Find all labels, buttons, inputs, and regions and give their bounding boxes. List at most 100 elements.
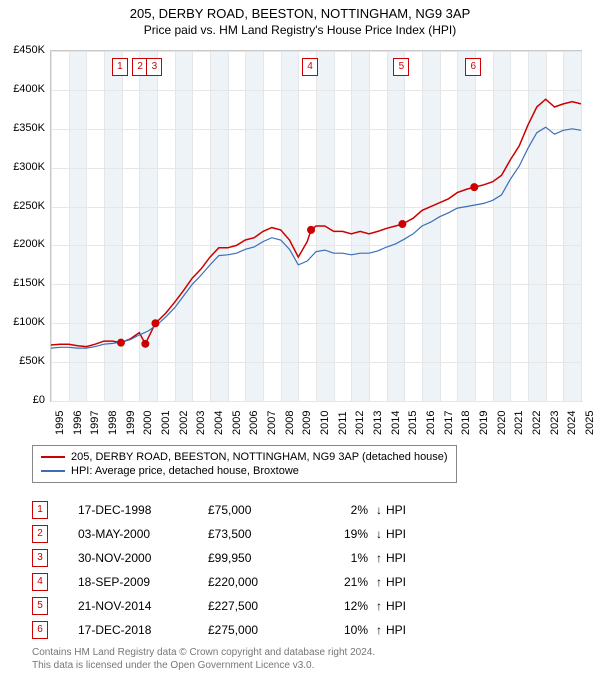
sales-arrow-icon: ↓	[372, 527, 386, 541]
y-axis-label: £0	[5, 394, 45, 406]
legend-swatch	[41, 470, 65, 472]
x-axis-label: 2020	[496, 411, 508, 435]
y-axis-label: £350K	[5, 122, 45, 134]
y-axis-label: £50K	[5, 355, 45, 367]
y-axis-label: £200K	[5, 238, 45, 250]
x-axis-label: 2009	[301, 411, 313, 435]
x-axis-label: 2005	[231, 411, 243, 435]
x-axis-label: 2003	[195, 411, 207, 435]
sales-date: 17-DEC-2018	[78, 623, 208, 637]
sales-price: £275,000	[208, 623, 308, 637]
legend-row: HPI: Average price, detached house, Brox…	[41, 464, 448, 478]
series-line	[51, 99, 581, 346]
x-axis-label: 2019	[478, 411, 490, 435]
page-title: 205, DERBY ROAD, BEESTON, NOTTINGHAM, NG…	[0, 0, 600, 21]
sales-date: 30-NOV-2000	[78, 551, 208, 565]
sales-row: 3 30-NOV-2000£99,9501%↑HPI	[32, 546, 416, 570]
sales-marker: 5	[32, 597, 48, 615]
page-subtitle: Price paid vs. HM Land Registry's House …	[0, 21, 600, 41]
sales-arrow-icon: ↓	[372, 503, 386, 517]
legend-row: 205, DERBY ROAD, BEESTON, NOTTINGHAM, NG…	[41, 450, 448, 464]
x-axis-label: 2007	[266, 411, 278, 435]
y-axis-label: £250K	[5, 200, 45, 212]
grid-line-vertical	[581, 51, 582, 401]
x-axis-label: 2006	[248, 411, 260, 435]
sales-vs-hpi: HPI	[386, 527, 416, 541]
chart-svg	[51, 51, 581, 401]
grid-line-horizontal	[51, 401, 581, 402]
sales-marker: 2	[32, 525, 48, 543]
x-axis-label: 2018	[460, 411, 472, 435]
y-axis-label: £450K	[5, 44, 45, 56]
x-axis-label: 2001	[160, 411, 172, 435]
sales-vs-hpi: HPI	[386, 575, 416, 589]
sales-diff: 10%	[308, 623, 372, 637]
sales-marker: 4	[32, 573, 48, 591]
sales-vs-hpi: HPI	[386, 599, 416, 613]
sales-row: 117-DEC-1998£75,0002%↓HPI	[32, 498, 416, 522]
x-axis-label: 2022	[531, 411, 543, 435]
sales-vs-hpi: HPI	[386, 551, 416, 565]
sale-marker-box: 6	[465, 58, 481, 76]
sales-diff: 12%	[308, 599, 372, 613]
x-axis-label: 2025	[584, 411, 596, 435]
sales-arrow-icon: ↑	[372, 623, 386, 637]
x-axis-label: 2008	[284, 411, 296, 435]
sale-point	[398, 220, 406, 228]
x-axis-label: 2010	[319, 411, 331, 435]
sales-date: 03-MAY-2000	[78, 527, 208, 541]
sales-price: £99,950	[208, 551, 308, 565]
legend-label: HPI: Average price, detached house, Brox…	[71, 465, 299, 477]
sales-vs-hpi: HPI	[386, 623, 416, 637]
sale-point	[307, 226, 315, 234]
sales-row: 5 21-NOV-2014£227,50012%↑HPI	[32, 594, 416, 618]
y-axis-label: £100K	[5, 316, 45, 328]
sales-row: 2 03-MAY-2000£73,50019%↓HPI	[32, 522, 416, 546]
sale-point	[470, 183, 478, 191]
sales-row: 418-SEP-2009£220,00021%↑HPI	[32, 570, 416, 594]
sales-row: 6 17-DEC-2018£275,00010%↑HPI	[32, 618, 416, 642]
chart-plot-area	[50, 50, 582, 402]
sales-diff: 21%	[308, 575, 372, 589]
x-axis-label: 2024	[566, 411, 578, 435]
legend: 205, DERBY ROAD, BEESTON, NOTTINGHAM, NG…	[32, 445, 457, 483]
sale-marker-box: 4	[302, 58, 318, 76]
sales-marker: 6	[32, 621, 48, 639]
x-axis-label: 1995	[54, 411, 66, 435]
footer-line-2: This data is licensed under the Open Gov…	[32, 659, 375, 672]
x-axis-label: 2023	[549, 411, 561, 435]
x-axis-label: 2000	[142, 411, 154, 435]
x-axis-label: 2015	[407, 411, 419, 435]
sales-arrow-icon: ↑	[372, 599, 386, 613]
y-axis-label: £300K	[5, 161, 45, 173]
x-axis-label: 2017	[443, 411, 455, 435]
sales-arrow-icon: ↑	[372, 551, 386, 565]
sales-marker: 3	[32, 549, 48, 567]
sales-diff: 1%	[308, 551, 372, 565]
x-axis-label: 2021	[513, 411, 525, 435]
sales-price: £73,500	[208, 527, 308, 541]
sales-price: £227,500	[208, 599, 308, 613]
sale-point	[117, 339, 125, 347]
x-axis-label: 2016	[425, 411, 437, 435]
series-line	[51, 127, 581, 348]
x-axis-label: 1997	[89, 411, 101, 435]
legend-swatch	[41, 456, 65, 458]
x-axis-label: 2012	[354, 411, 366, 435]
sale-point	[141, 340, 149, 348]
sale-point	[151, 319, 159, 327]
y-axis-label: £400K	[5, 83, 45, 95]
sales-vs-hpi: HPI	[386, 503, 416, 517]
x-axis-label: 1999	[125, 411, 137, 435]
sale-marker-box: 1	[112, 58, 128, 76]
sales-diff: 19%	[308, 527, 372, 541]
footer-line-1: Contains HM Land Registry data © Crown c…	[32, 646, 375, 659]
legend-label: 205, DERBY ROAD, BEESTON, NOTTINGHAM, NG…	[71, 451, 448, 463]
footer-attribution: Contains HM Land Registry data © Crown c…	[32, 646, 375, 672]
x-axis-label: 2011	[337, 411, 349, 435]
sales-price: £75,000	[208, 503, 308, 517]
sales-date: 21-NOV-2014	[78, 599, 208, 613]
sales-price: £220,000	[208, 575, 308, 589]
x-axis-label: 2002	[178, 411, 190, 435]
sales-arrow-icon: ↑	[372, 575, 386, 589]
